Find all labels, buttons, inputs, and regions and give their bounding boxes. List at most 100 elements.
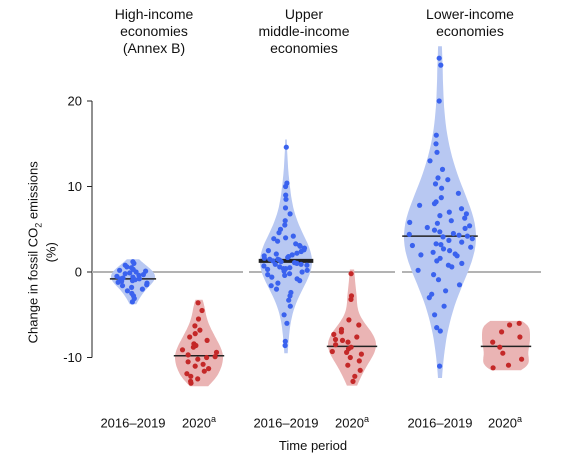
data-point: [505, 362, 512, 368]
data-point: [432, 312, 438, 318]
data-point: [333, 342, 339, 348]
data-point: [185, 359, 191, 365]
y-axis-title: Change in fossil CO2 emissions (%): [25, 161, 59, 344]
violin-shape: [404, 46, 476, 379]
data-point: [456, 232, 462, 238]
data-point: [329, 348, 335, 355]
data-point: [438, 242, 444, 248]
data-point: [446, 237, 452, 243]
data-point: [354, 334, 360, 340]
data-point: [265, 272, 271, 278]
data-point: [124, 264, 130, 270]
data-point: [357, 367, 363, 373]
data-point: [298, 248, 304, 255]
data-point: [458, 206, 465, 212]
data-point: [129, 284, 135, 290]
data-point: [435, 175, 441, 181]
data-point: [431, 227, 438, 233]
data-point: [206, 366, 212, 372]
data-point: [273, 286, 280, 292]
data-point: [282, 338, 288, 344]
data-point: [200, 361, 206, 367]
data-point: [350, 378, 356, 384]
data-point: [455, 190, 461, 196]
y-tick-label: -10: [63, 350, 82, 365]
data-point: [434, 149, 440, 155]
data-point: [304, 267, 310, 273]
data-point: [261, 263, 267, 269]
data-point: [294, 250, 300, 256]
data-point: [204, 337, 210, 343]
data-point: [124, 288, 130, 294]
data-point: [297, 242, 303, 249]
data-point: [432, 181, 439, 187]
data-point: [439, 185, 445, 191]
data-point: [430, 249, 436, 255]
x-tick-label: 2016–2019: [100, 415, 166, 431]
data-point: [272, 261, 278, 267]
data-point: [140, 272, 146, 278]
data-point: [287, 265, 293, 271]
data-point: [192, 323, 198, 329]
data-point: [463, 211, 469, 217]
data-point: [438, 62, 444, 68]
data-point: [281, 312, 287, 318]
data-point: [287, 303, 293, 309]
data-point: [304, 262, 310, 268]
data-point: [282, 218, 288, 224]
data-point: [435, 277, 442, 283]
data-point: [450, 230, 456, 237]
data-point: [293, 241, 299, 247]
data-point: [285, 254, 291, 261]
group-title-line: economies: [120, 23, 188, 39]
data-point: [129, 299, 135, 305]
data-point: [409, 242, 415, 249]
data-point: [468, 244, 474, 250]
x-tick-label: 2020a: [488, 414, 522, 431]
data-point: [348, 271, 354, 277]
group-title-line: Upper: [284, 6, 324, 22]
group-title-line: economies: [270, 40, 338, 56]
data-point: [434, 258, 440, 264]
data-point: [275, 238, 281, 244]
data-point: [454, 253, 460, 259]
data-point: [187, 334, 193, 340]
data-point: [469, 236, 475, 242]
data-point: [282, 272, 288, 278]
data-point: [144, 282, 150, 288]
data-point: [418, 252, 424, 258]
data-point: [275, 280, 281, 286]
data-point: [448, 218, 454, 224]
data-point: [358, 351, 364, 357]
data-point: [344, 349, 350, 355]
data-point: [431, 272, 437, 278]
data-point: [278, 259, 284, 265]
data-point: [267, 256, 273, 262]
data-point: [290, 233, 296, 239]
group-title-high-income: High-income economies (Annex B): [79, 6, 229, 57]
x-axis-title: Time period: [278, 438, 348, 453]
data-point: [459, 260, 465, 266]
data-point: [356, 322, 362, 328]
data-point: [297, 278, 303, 284]
x-tick-label: 2020a: [182, 414, 216, 431]
data-point: [431, 201, 438, 207]
group-title-upper-middle-income: Upper middle-income economies: [229, 6, 379, 57]
data-point: [287, 293, 293, 299]
data-point: [437, 229, 443, 235]
data-point: [445, 262, 451, 268]
data-point: [437, 213, 443, 219]
data-point: [436, 98, 442, 104]
data-point: [356, 358, 362, 364]
data-point: [507, 322, 513, 328]
data-point: [197, 327, 203, 333]
data-point: [445, 177, 451, 183]
data-point: [136, 276, 142, 282]
data-point: [283, 266, 289, 272]
data-point: [286, 297, 292, 303]
data-point: [188, 380, 194, 386]
data-point: [283, 235, 289, 241]
data-point: [443, 288, 449, 294]
data-point: [283, 192, 289, 198]
